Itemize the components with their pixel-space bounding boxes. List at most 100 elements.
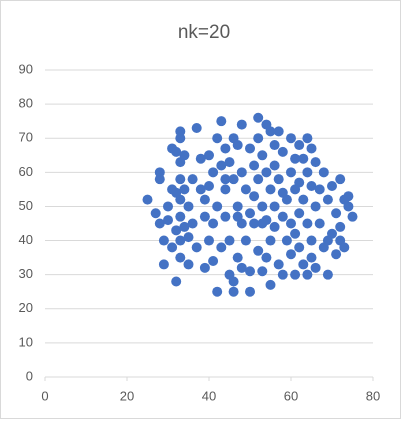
point [195,153,206,164]
point [224,157,235,168]
point [167,242,178,253]
point [277,146,288,157]
point [322,194,333,205]
point [335,174,346,185]
point [228,174,239,185]
point [327,180,337,191]
point [204,150,214,161]
point [183,232,194,243]
point [331,249,342,260]
point [302,269,313,280]
point [339,242,350,253]
point [183,201,194,212]
x-tick-label: 0 [41,388,48,403]
point [249,218,260,229]
point [212,133,223,144]
point [171,146,182,157]
point [298,153,309,164]
y-tick-label: 90 [19,61,33,76]
point [261,167,272,178]
point [204,235,214,246]
point [232,140,243,151]
point [343,191,354,202]
y-tick-label: 70 [19,130,33,145]
y-tick-label: 20 [19,300,33,315]
point [240,235,251,246]
point [294,242,305,253]
point [232,211,243,222]
point [199,211,210,222]
point [294,140,305,151]
point [228,286,239,297]
point [294,208,305,219]
point [269,221,280,232]
point [257,266,268,277]
point [216,160,227,171]
point [277,211,288,222]
point [265,126,276,137]
point [240,184,251,195]
point [204,180,214,191]
point [343,201,354,212]
point [302,133,313,144]
point [290,153,301,164]
point [199,262,210,273]
point [335,221,346,232]
point [290,228,301,239]
y-tick-label: 10 [19,334,33,349]
point [171,187,182,198]
point [187,174,198,185]
point [306,252,317,263]
point [179,150,190,161]
point [216,116,227,127]
point [179,221,190,232]
point [199,194,210,205]
point [232,252,243,263]
point [191,242,202,253]
point [257,150,268,161]
point [265,235,276,246]
point [232,201,243,212]
y-tick-label: 60 [19,164,33,179]
point [310,262,321,273]
point [286,167,296,178]
point [294,177,305,188]
point [331,208,342,219]
point [318,167,329,178]
point [298,194,309,205]
x-tick-label: 80 [366,388,380,403]
point [236,119,247,130]
point [175,133,186,144]
point [281,194,292,205]
x-tick-label: 20 [120,388,134,403]
point [253,174,264,185]
point [191,122,202,133]
point [220,184,231,195]
point [249,160,260,171]
point [171,225,182,236]
point [273,126,284,137]
point [216,242,227,253]
point [208,218,219,229]
point [220,143,231,154]
point [269,160,280,171]
point [236,262,247,273]
y-tick-label: 0 [26,368,33,383]
point [298,259,309,270]
point [208,256,219,267]
point [175,211,186,222]
point [257,201,268,212]
y-tick-label: 30 [19,266,33,281]
point [322,235,333,246]
point [302,218,313,229]
point [273,174,284,185]
x-tick-label: 40 [202,388,216,403]
point [175,235,186,246]
point [154,218,165,229]
point [245,286,255,297]
point [253,112,264,123]
chart-border [0,0,401,419]
point [175,174,186,185]
point [245,143,255,154]
point [220,174,231,185]
